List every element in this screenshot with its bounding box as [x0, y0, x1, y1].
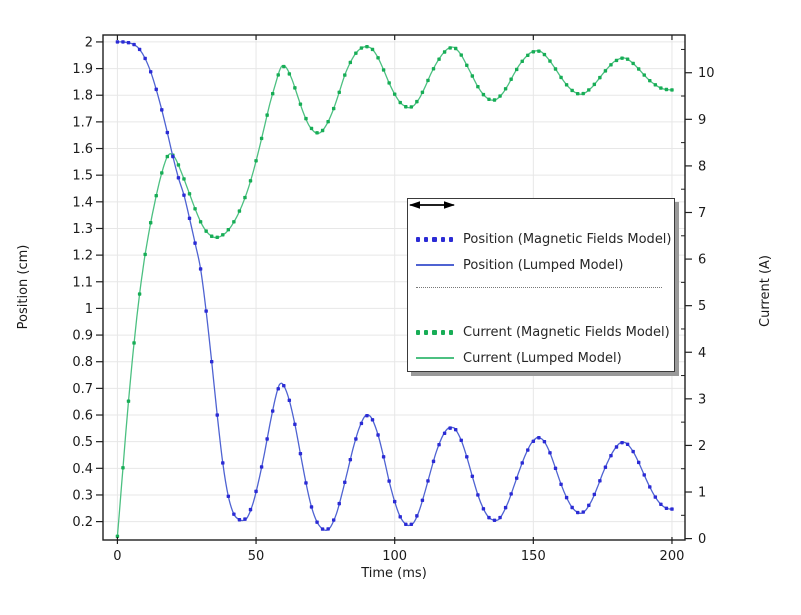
legend-item-position-mf: Position (Magnetic Fields Model): [408, 227, 674, 253]
svg-text:9: 9: [698, 113, 706, 128]
svg-text:0.8: 0.8: [72, 355, 93, 370]
right-arrow-icon: [410, 201, 455, 209]
svg-text:10: 10: [698, 66, 715, 81]
right-axis-title: Current (A): [758, 255, 773, 327]
legend-label: Position (Magnetic Fields Model): [463, 232, 672, 248]
x-axis-title: Time (ms): [360, 566, 427, 581]
svg-text:1.3: 1.3: [72, 222, 93, 237]
svg-text:1.2: 1.2: [72, 249, 93, 264]
svg-text:0.7: 0.7: [72, 382, 93, 397]
current-mf-swatch: [416, 330, 454, 335]
svg-text:0.9: 0.9: [72, 329, 93, 344]
svg-text:0.5: 0.5: [72, 435, 93, 450]
svg-text:50: 50: [248, 549, 265, 564]
legend-label: Current (Magnetic Fields Model): [463, 324, 670, 340]
legend-label: Position (Lumped Model): [463, 257, 624, 273]
svg-text:1: 1: [698, 486, 706, 501]
svg-text:0: 0: [698, 532, 706, 547]
svg-text:1.5: 1.5: [72, 169, 93, 184]
svg-text:200: 200: [660, 549, 685, 564]
svg-text:8: 8: [698, 159, 706, 174]
svg-text:2: 2: [85, 35, 93, 50]
position-mf-swatch: [416, 237, 454, 242]
svg-text:1.8: 1.8: [72, 89, 93, 104]
svg-text:6: 6: [698, 253, 706, 268]
svg-text:4: 4: [698, 346, 706, 361]
svg-text:3: 3: [698, 392, 706, 407]
svg-text:100: 100: [382, 549, 407, 564]
svg-text:150: 150: [521, 549, 546, 564]
svg-text:1.7: 1.7: [72, 115, 93, 130]
legend-item-current-mf: Current (Magnetic Fields Model): [408, 320, 674, 346]
position-lumped-swatch: [416, 264, 454, 266]
legend-label: Current (Lumped Model): [463, 350, 622, 366]
legend-item-position-lumped: Position (Lumped Model): [408, 252, 674, 278]
svg-text:1.6: 1.6: [72, 142, 93, 157]
svg-text:1: 1: [85, 302, 93, 317]
legend-box: Position (Magnetic Fields Model) Positio…: [407, 198, 675, 372]
legend-right-axis-arrow-row: [408, 201, 674, 320]
svg-text:1.1: 1.1: [72, 275, 93, 290]
left-axis-title: Position (cm): [16, 245, 31, 330]
svg-text:7: 7: [698, 206, 706, 221]
svg-text:0.3: 0.3: [72, 488, 93, 503]
svg-text:0.4: 0.4: [72, 462, 93, 477]
svg-text:0.6: 0.6: [72, 409, 93, 424]
svg-text:0.2: 0.2: [72, 515, 93, 530]
svg-text:1.9: 1.9: [72, 62, 93, 77]
current-lumped-swatch: [416, 357, 454, 359]
legend-item-current-lumped: Current (Lumped Model): [408, 345, 674, 371]
svg-text:0: 0: [113, 549, 121, 564]
svg-text:2: 2: [698, 439, 706, 454]
svg-text:1.4: 1.4: [72, 195, 93, 210]
svg-text:5: 5: [698, 299, 706, 314]
legend-separator: [408, 278, 674, 298]
